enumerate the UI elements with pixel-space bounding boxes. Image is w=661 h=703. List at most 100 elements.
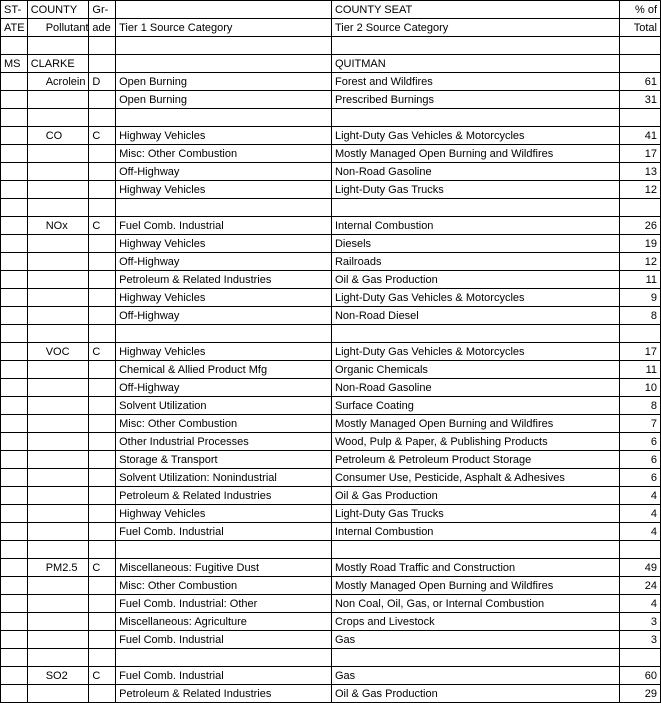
cell-grade (89, 541, 116, 559)
cell-pollutant: PM2.5 (27, 559, 89, 577)
cell-tier2 (331, 37, 619, 55)
cell-pollutant (27, 487, 89, 505)
table-row: Solvent UtilizationSurface Coating8 (1, 397, 661, 415)
cell-state (1, 163, 28, 181)
cell-state (1, 559, 28, 577)
cell-state (1, 217, 28, 235)
cell-pollutant (27, 145, 89, 163)
cell-tier1: Misc: Other Combustion (116, 415, 332, 433)
cell-state (1, 235, 28, 253)
cell-pollutant: VOC (27, 343, 89, 361)
cell-grade (89, 487, 116, 505)
cell-tier1: Petroleum & Related Industries (116, 487, 332, 505)
cell-tier1: Highway Vehicles (116, 181, 332, 199)
cell-state (1, 685, 28, 703)
cell-tier2: Wood, Pulp & Paper, & Publishing Product… (331, 433, 619, 451)
cell-tier1: Fuel Comb. Industrial (116, 523, 332, 541)
cell-tier2: Light-Duty Gas Vehicles & Motorcycles (331, 343, 619, 361)
cell-pct: 6 (619, 451, 660, 469)
cell-tier2: Light-Duty Gas Vehicles & Motorcycles (331, 289, 619, 307)
cell-state (1, 523, 28, 541)
cell-pollutant (27, 415, 89, 433)
table-row: VOCCHighway VehiclesLight-Duty Gas Vehic… (1, 343, 661, 361)
cell-state (1, 91, 28, 109)
cell-state (1, 289, 28, 307)
cell-tier2: Mostly Road Traffic and Construction (331, 559, 619, 577)
cell-state (1, 127, 28, 145)
cell-grade: ade (89, 19, 116, 37)
cell-grade (89, 307, 116, 325)
cell-tier1: Tier 1 Source Category (116, 19, 332, 37)
cell-pct: 41 (619, 127, 660, 145)
table-row (1, 109, 661, 127)
cell-pct: 8 (619, 397, 660, 415)
cell-tier2: Mostly Managed Open Burning and Wildfire… (331, 577, 619, 595)
cell-state (1, 667, 28, 685)
cell-tier1: Fuel Comb. Industrial (116, 217, 332, 235)
cell-tier2: Non-Road Gasoline (331, 163, 619, 181)
cell-state (1, 145, 28, 163)
cell-grade: C (89, 559, 116, 577)
cell-grade (89, 577, 116, 595)
table-row: COCHighway VehiclesLight-Duty Gas Vehicl… (1, 127, 661, 145)
cell-tier1: Off-Highway (116, 379, 332, 397)
cell-tier1 (116, 109, 332, 127)
cell-tier1 (116, 541, 332, 559)
cell-state (1, 577, 28, 595)
cell-pct (619, 541, 660, 559)
cell-pollutant (27, 451, 89, 469)
cell-grade (89, 649, 116, 667)
cell-pollutant (27, 577, 89, 595)
cell-grade (89, 181, 116, 199)
cell-grade (89, 613, 116, 631)
table-row: Other Industrial ProcessesWood, Pulp & P… (1, 433, 661, 451)
cell-state (1, 271, 28, 289)
cell-pct: 13 (619, 163, 660, 181)
cell-tier1: Off-Highway (116, 163, 332, 181)
cell-grade (89, 55, 116, 73)
cell-tier1: Off-Highway (116, 253, 332, 271)
cell-tier1: Petroleum & Related Industries (116, 271, 332, 289)
cell-tier2: Oil & Gas Production (331, 487, 619, 505)
table-row (1, 325, 661, 343)
cell-pollutant: CO (27, 127, 89, 145)
cell-pollutant: SO2 (27, 667, 89, 685)
cell-tier2: Light-Duty Gas Trucks (331, 505, 619, 523)
cell-pollutant (27, 253, 89, 271)
table-row: Open BurningPrescribed Burnings31 (1, 91, 661, 109)
cell-grade: C (89, 343, 116, 361)
table-row: Fuel Comb. IndustrialGas3 (1, 631, 661, 649)
cell-pct (619, 109, 660, 127)
cell-tier2: Railroads (331, 253, 619, 271)
cell-state (1, 307, 28, 325)
cell-pct: 24 (619, 577, 660, 595)
cell-state: ATE (1, 19, 28, 37)
cell-pollutant (27, 685, 89, 703)
cell-grade: C (89, 667, 116, 685)
cell-state: ST- (1, 1, 28, 19)
cell-pct: 11 (619, 271, 660, 289)
cell-tier1: Fuel Comb. Industrial (116, 631, 332, 649)
cell-pct: 17 (619, 145, 660, 163)
cell-pct: 19 (619, 235, 660, 253)
cell-grade (89, 595, 116, 613)
cell-pct (619, 325, 660, 343)
cell-grade (89, 631, 116, 649)
cell-tier2: Non Coal, Oil, Gas, or Internal Combusti… (331, 595, 619, 613)
table-row: Highway VehiclesLight-Duty Gas Trucks4 (1, 505, 661, 523)
cell-grade: D (89, 73, 116, 91)
cell-pct: 9 (619, 289, 660, 307)
cell-tier2: Light-Duty Gas Trucks (331, 181, 619, 199)
table-row: Petroleum & Related IndustriesOil & Gas … (1, 685, 661, 703)
cell-grade (89, 397, 116, 415)
cell-tier2: Oil & Gas Production (331, 685, 619, 703)
cell-pollutant (27, 199, 89, 217)
cell-state (1, 325, 28, 343)
cell-pct: 3 (619, 613, 660, 631)
cell-tier2: Internal Combustion (331, 523, 619, 541)
cell-grade (89, 469, 116, 487)
cell-tier2: Gas (331, 667, 619, 685)
cell-grade (89, 289, 116, 307)
table-row: Misc: Other CombustionMostly Managed Ope… (1, 145, 661, 163)
cell-state (1, 379, 28, 397)
